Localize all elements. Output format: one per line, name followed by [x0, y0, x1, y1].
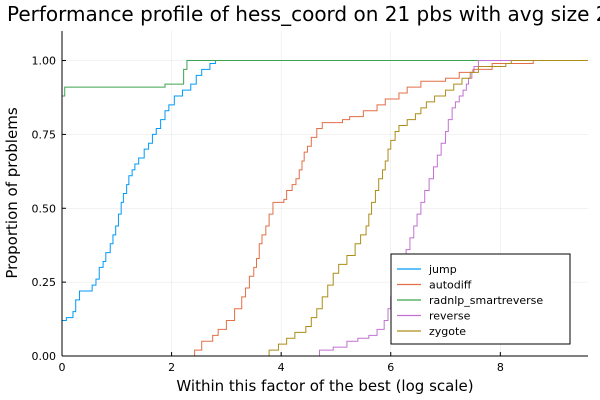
- legend-label-jump: jump: [428, 263, 457, 276]
- series-line-zygote: [62, 60, 588, 357]
- y-tick-label-2: 0.50: [32, 202, 57, 215]
- y-tick-label-1: 0.25: [32, 276, 57, 289]
- x-axis-label: Within this factor of the best (log scal…: [176, 377, 473, 395]
- series-line-jump: [62, 60, 588, 322]
- x-tick-label-2: 4: [278, 361, 285, 374]
- y-axis-label: Proportion of problems: [3, 107, 21, 278]
- legend-label-zygote: zygote: [429, 325, 466, 338]
- ticks: 0 2 4 6 8 0.00 0.25 0.50 0.75 1.00: [32, 55, 504, 374]
- series-line-radnlp_smartreverse: [62, 60, 588, 97]
- x-tick-label-0: 0: [59, 361, 66, 374]
- x-tick-label-3: 6: [387, 361, 394, 374]
- x-tick-label-4: 8: [497, 361, 504, 374]
- y-tick-label-3: 0.75: [32, 128, 57, 141]
- legend-label-reverse: reverse: [429, 310, 471, 323]
- x-tick-label-1: 2: [168, 361, 175, 374]
- chart-title: Performance profile of hess_coord on 21 …: [7, 2, 600, 26]
- series-line-reverse: [62, 60, 588, 357]
- series-layer: [62, 60, 588, 357]
- legend-label-autodiff: autodiff: [429, 279, 472, 292]
- y-tick-label-4: 1.00: [32, 55, 57, 68]
- y-tick-label-0: 0.00: [32, 350, 57, 363]
- legend-label-radnlp_smartreverse: radnlp_smartreverse: [429, 294, 543, 307]
- series-line-autodiff: [62, 60, 588, 357]
